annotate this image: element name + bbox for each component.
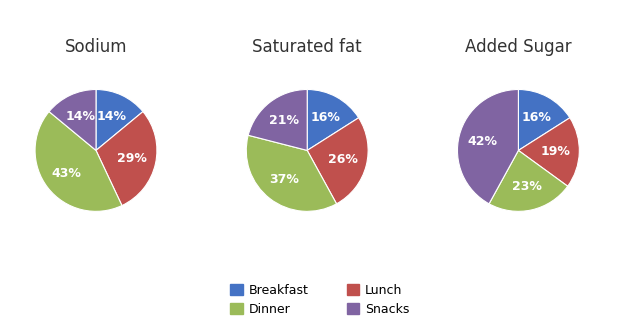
Wedge shape (49, 90, 96, 150)
Wedge shape (458, 90, 518, 204)
Text: 16%: 16% (310, 111, 340, 124)
Wedge shape (307, 118, 368, 204)
Wedge shape (518, 90, 570, 150)
Title: Added Sugar: Added Sugar (465, 39, 572, 57)
Wedge shape (96, 112, 157, 206)
Title: Saturated fat: Saturated fat (252, 39, 362, 57)
Title: Sodium: Sodium (65, 39, 127, 57)
Text: 29%: 29% (117, 152, 147, 165)
Wedge shape (307, 90, 358, 150)
Legend: Breakfast, Dinner, Lunch, Snacks: Breakfast, Dinner, Lunch, Snacks (225, 279, 415, 321)
Text: 37%: 37% (269, 173, 300, 186)
Wedge shape (489, 150, 568, 211)
Text: 14%: 14% (97, 110, 127, 123)
Text: 21%: 21% (269, 114, 300, 128)
Wedge shape (248, 90, 307, 150)
Wedge shape (96, 90, 143, 150)
Text: 19%: 19% (541, 145, 571, 158)
Wedge shape (35, 112, 122, 211)
Text: 16%: 16% (522, 111, 551, 124)
Text: 23%: 23% (511, 180, 541, 193)
Text: 14%: 14% (65, 110, 95, 123)
Text: 43%: 43% (52, 167, 81, 180)
Wedge shape (518, 118, 579, 186)
Wedge shape (246, 135, 337, 211)
Text: 26%: 26% (328, 153, 358, 166)
Text: 42%: 42% (467, 135, 497, 148)
